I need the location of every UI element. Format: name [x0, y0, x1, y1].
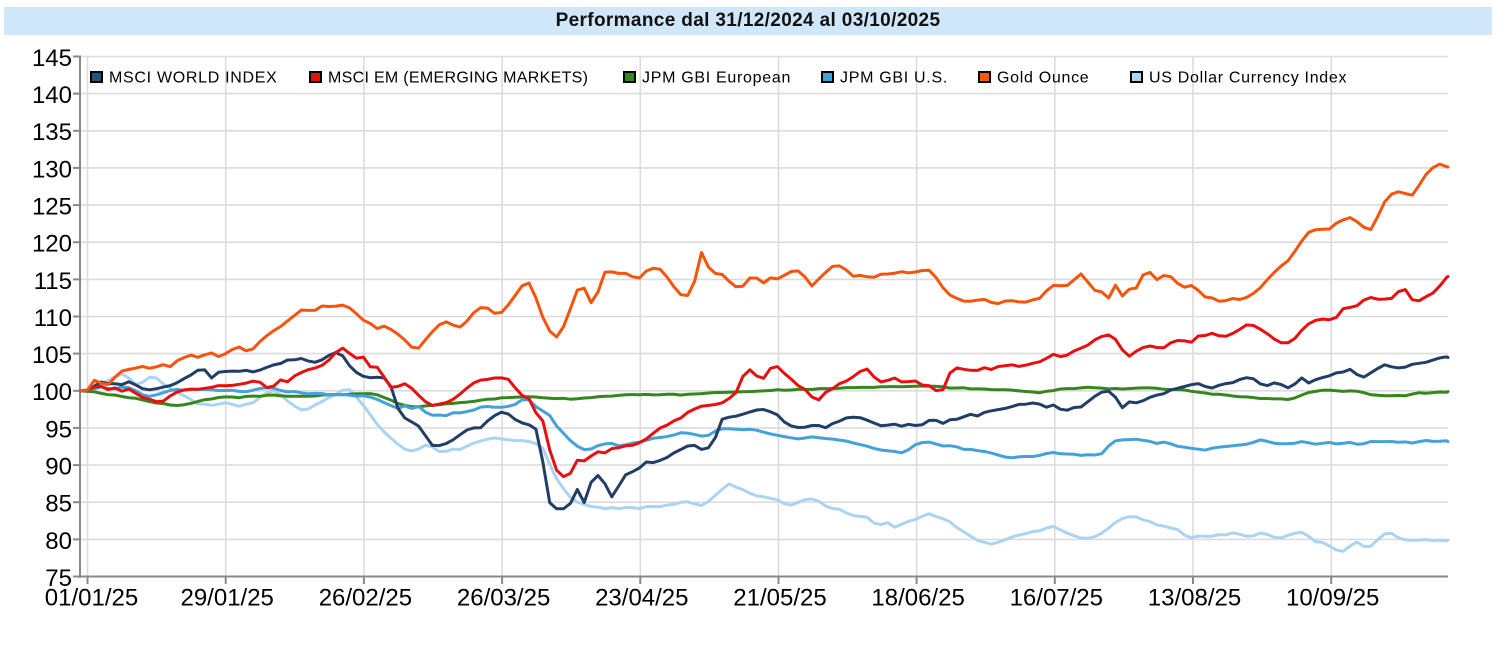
svg-text:01/01/25: 01/01/25: [45, 585, 138, 612]
svg-text:13/08/25: 13/08/25: [1148, 585, 1241, 612]
svg-text:Gold Ounce: Gold Ounce: [997, 70, 1089, 87]
svg-text:21/05/25: 21/05/25: [733, 585, 826, 612]
svg-text:110: 110: [34, 305, 72, 332]
svg-text:115: 115: [34, 268, 72, 295]
svg-text:26/03/25: 26/03/25: [457, 585, 550, 612]
svg-text:10/09/25: 10/09/25: [1286, 585, 1379, 612]
svg-text:26/02/25: 26/02/25: [319, 585, 412, 612]
svg-text:125: 125: [32, 194, 72, 221]
svg-text:JPM GBI U.S.: JPM GBI U.S.: [840, 70, 948, 87]
svg-text:120: 120: [32, 231, 72, 258]
svg-text:105: 105: [32, 342, 72, 369]
svg-text:135: 135: [32, 119, 72, 146]
svg-text:US Dollar Currency Index: US Dollar Currency Index: [1149, 70, 1347, 87]
svg-text:80: 80: [45, 528, 72, 555]
svg-text:140: 140: [32, 82, 72, 109]
svg-text:85: 85: [45, 491, 72, 518]
svg-text:145: 145: [32, 45, 72, 72]
svg-text:90: 90: [45, 454, 72, 481]
svg-text:75: 75: [45, 565, 72, 592]
svg-text:95: 95: [45, 416, 72, 443]
svg-text:18/06/25: 18/06/25: [871, 585, 964, 612]
svg-text:MSCI EM (EMERGING MARKETS): MSCI EM (EMERGING MARKETS): [328, 70, 588, 87]
svg-text:JPM GBI European: JPM GBI European: [642, 70, 791, 87]
svg-text:MSCI WORLD INDEX: MSCI WORLD INDEX: [109, 70, 278, 87]
svg-text:16/07/25: 16/07/25: [1010, 585, 1103, 612]
svg-text:100: 100: [32, 379, 72, 406]
svg-text:29/01/25: 29/01/25: [180, 585, 273, 612]
svg-text:130: 130: [32, 156, 72, 183]
svg-text:23/04/25: 23/04/25: [595, 585, 688, 612]
